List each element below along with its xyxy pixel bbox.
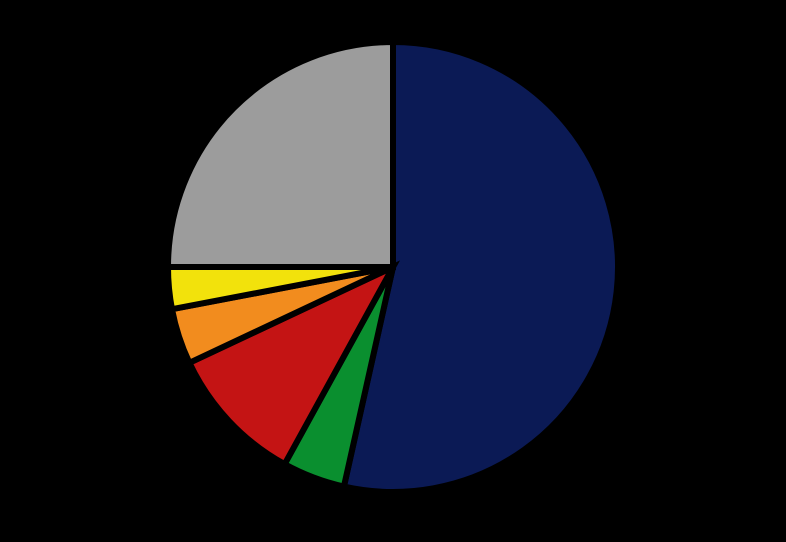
pie-slice-5 <box>168 42 393 267</box>
pie-chart <box>0 0 786 542</box>
pie-chart-svg <box>0 0 786 537</box>
